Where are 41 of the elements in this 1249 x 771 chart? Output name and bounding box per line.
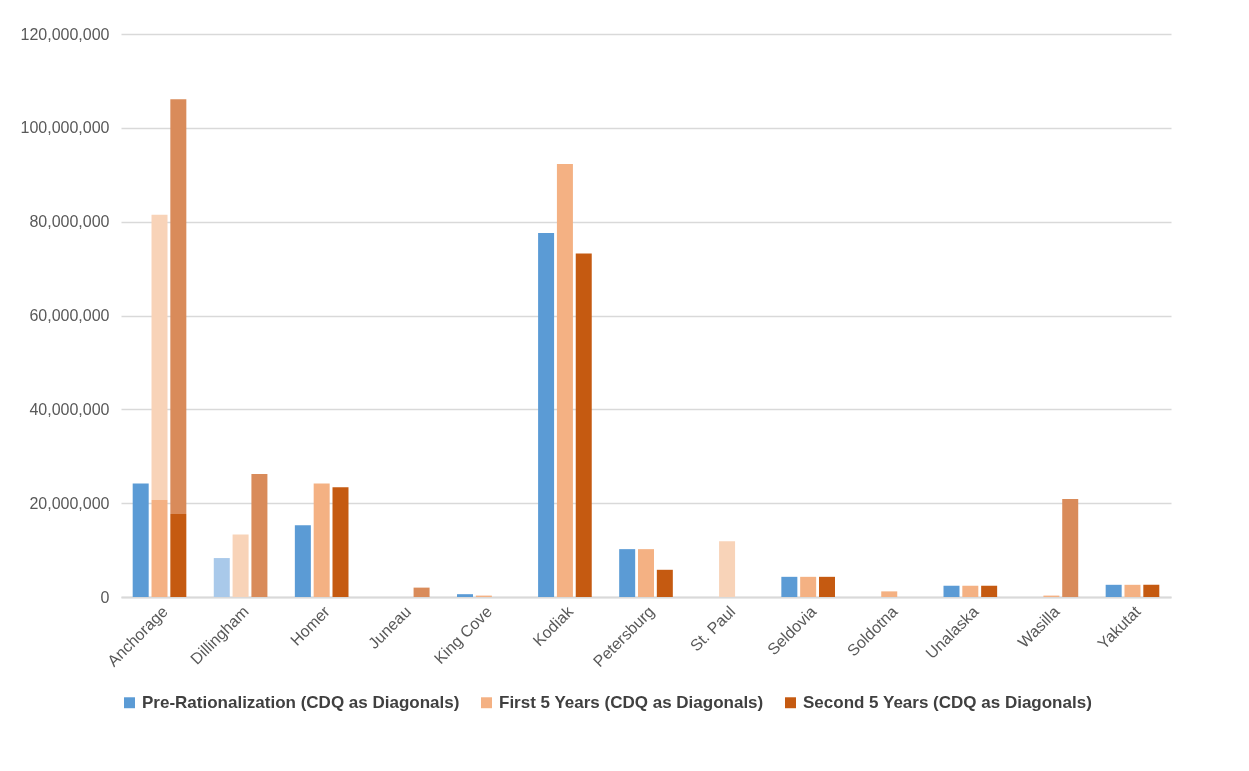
bar bbox=[170, 99, 187, 514]
bar bbox=[962, 585, 979, 597]
bar bbox=[538, 232, 555, 597]
bar bbox=[800, 576, 817, 597]
bar bbox=[719, 541, 736, 597]
bar bbox=[132, 483, 149, 597]
bar bbox=[151, 214, 168, 500]
bar bbox=[981, 585, 998, 597]
y-tick-label: 60,000,000 bbox=[29, 307, 110, 324]
bar bbox=[151, 499, 168, 597]
bar bbox=[1124, 584, 1141, 597]
bar bbox=[656, 569, 673, 597]
bar bbox=[943, 585, 960, 597]
bar bbox=[232, 534, 249, 597]
y-tick-label: 100,000,000 bbox=[20, 119, 110, 137]
y-tick-label: 0 bbox=[100, 588, 110, 606]
bar bbox=[1143, 584, 1160, 597]
bar bbox=[818, 576, 835, 597]
bar bbox=[556, 163, 573, 597]
y-tick-label: 80,000,000 bbox=[29, 213, 110, 231]
y-tick-label: 40,000,000 bbox=[29, 400, 110, 418]
bar bbox=[170, 513, 187, 597]
bar bbox=[638, 549, 654, 597]
y-tick-label: 20,000,000 bbox=[29, 494, 110, 512]
y-tick-label: 120,000,000 bbox=[20, 25, 110, 43]
legend-label: First 5 Years (CDQ as Diagonals) bbox=[499, 692, 764, 712]
bar bbox=[413, 587, 430, 597]
bar bbox=[575, 253, 592, 597]
bar bbox=[294, 525, 311, 597]
legend-label: Pre-Rationalization (CDQ as Diagonals) bbox=[142, 692, 460, 712]
bar bbox=[213, 558, 230, 597]
legend-label: Second 5 Years (CDQ as Diagonals) bbox=[803, 692, 1092, 712]
bar bbox=[313, 483, 330, 597]
bar bbox=[332, 487, 349, 597]
bar bbox=[619, 549, 636, 597]
bar bbox=[1105, 584, 1122, 597]
bar bbox=[781, 576, 798, 597]
bar bbox=[457, 594, 474, 597]
bar bbox=[1062, 498, 1079, 597]
bar bbox=[881, 591, 898, 597]
bar bbox=[251, 474, 268, 597]
